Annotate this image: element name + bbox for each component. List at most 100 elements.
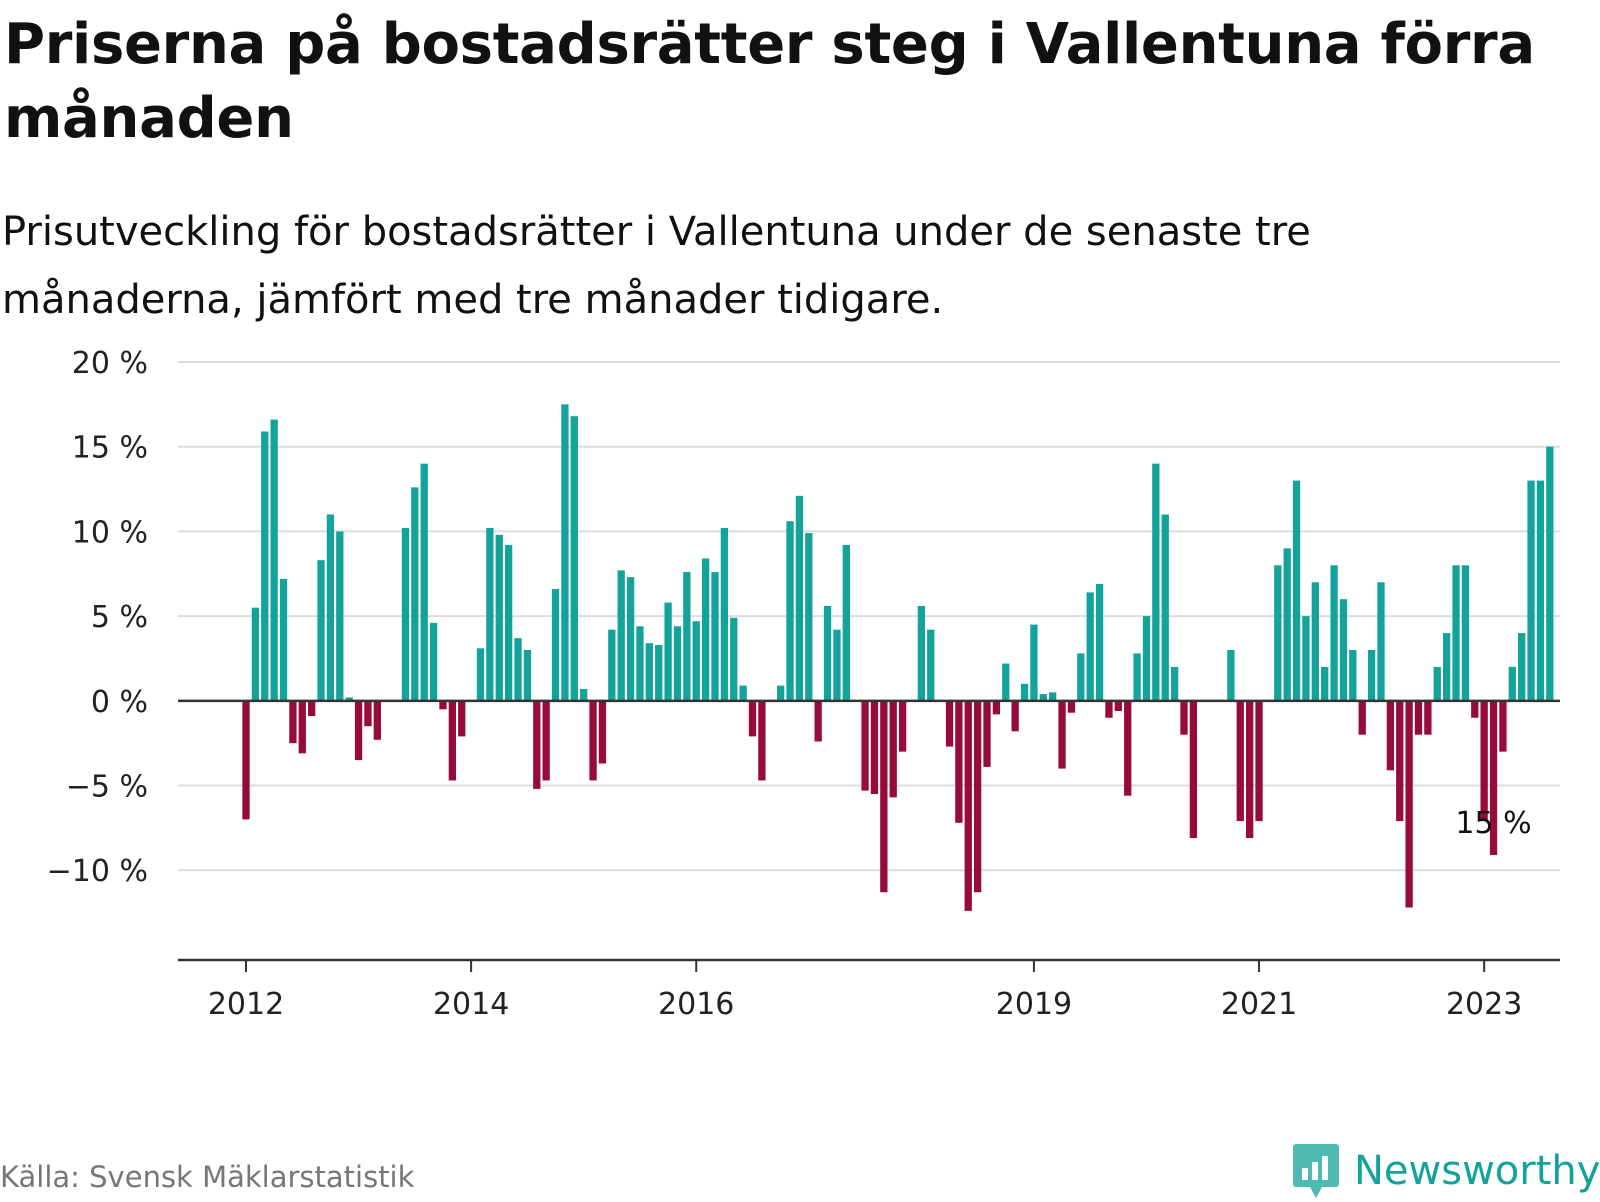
bar [1236,700,1244,822]
chart-subtitle: Prisutveckling för bostadsrätter i Valle… [2,209,1311,323]
bar [1471,700,1479,718]
bar [748,700,757,737]
bar [1039,694,1047,701]
brand-logo[interactable]: Newsworthy [1292,1140,1600,1202]
x-tick-label: 2012 [208,987,284,1020]
newsworthy-logo-icon [1293,1144,1339,1198]
bar [251,607,260,701]
bar [645,643,653,701]
bar [1049,692,1057,701]
bar [720,528,729,701]
bar [617,570,625,701]
gridlines [178,361,1560,872]
bar [458,700,466,737]
bar [1095,583,1104,701]
bar [1011,700,1019,732]
bar [833,629,841,701]
axes [178,699,1560,962]
bar [1452,565,1460,701]
brand-name: Newsworthy [1354,1148,1600,1194]
bar [439,700,447,710]
bar [1180,700,1188,735]
bar [880,700,888,893]
bar [683,572,691,701]
bar [1292,480,1301,701]
annotations: 15 % [1455,806,1531,841]
bar [1086,592,1094,701]
bar [1170,666,1179,701]
bar [1246,700,1254,839]
bar [1133,653,1141,701]
bar [842,544,850,701]
bar [964,700,972,911]
bar [973,700,982,893]
bar [1002,663,1010,701]
bar [1424,700,1432,735]
bar [336,531,344,701]
y-tick-label: 10 % [72,515,148,550]
bar [1152,463,1160,701]
x-tick-label: 2021 [1221,987,1297,1020]
bar [448,700,457,781]
bar [786,521,794,701]
y-tick-label: 20 % [72,346,148,381]
y-tick-label: 5 % [91,600,148,635]
y-tick-label: −5 % [66,770,148,805]
bar [983,700,991,767]
bar [270,419,278,701]
bar [1339,599,1348,701]
bar [429,622,438,701]
bar [551,589,560,701]
bar [504,544,513,701]
bar [1105,700,1113,718]
bar [730,617,738,701]
bar [777,685,785,701]
y-tick-label: −10 % [47,854,148,889]
bar [889,700,897,798]
bar [739,685,747,701]
bar [861,700,869,791]
bar [279,578,288,701]
y-tick-label: 0 % [91,685,148,720]
bar [701,558,710,701]
bar [1358,700,1366,735]
bar [1142,616,1151,701]
x-tick-label: 2019 [996,987,1072,1020]
bar [364,700,372,727]
bar [242,700,250,820]
bar [345,697,353,701]
bar [992,700,1001,715]
bar [495,534,503,701]
bar [1321,666,1329,701]
bar [486,528,494,701]
bar [476,648,485,701]
bar [514,638,522,701]
bar [1058,700,1066,769]
bar [1386,700,1395,771]
last-value-label: 15 % [1455,806,1531,841]
bar-chart: −10 % −5 % 0 % 5 % 10 % 15 % 20 % 2012 2014 2016… [47,346,1560,1020]
bar [411,487,419,701]
bar [608,629,616,701]
chart-title: Priserna på bostadsrätter steg i Vallent… [4,12,1535,151]
bar [870,700,879,794]
bar [542,700,550,781]
bar [692,621,700,701]
bar [420,463,428,701]
bar [1030,624,1038,701]
bar [1433,666,1441,701]
y-axis-ticks: −10 % −5 % 0 % 5 % 10 % 15 % 20 % [47,346,148,889]
bar [523,650,532,701]
bar [1518,633,1526,701]
bar [533,700,541,789]
bars [242,404,1554,911]
bar [1414,700,1423,735]
bar [598,700,607,764]
bar [1161,514,1169,701]
bar [1377,582,1385,701]
bar [354,700,363,761]
bar [1442,633,1451,701]
bar [898,700,907,752]
bar [1283,548,1291,701]
bar [401,528,410,701]
